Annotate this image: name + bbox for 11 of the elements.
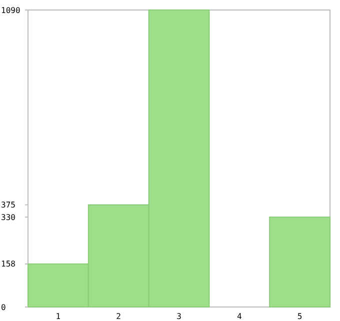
y-tick-label: 1090: [1, 6, 20, 15]
x-tick-label: 5: [297, 312, 302, 321]
bar: [269, 216, 330, 308]
x-tick-label: 2: [116, 312, 122, 321]
y-tick-label: 375: [1, 200, 16, 210]
x-tick-label: 3: [176, 312, 182, 321]
x-tick-label: 4: [236, 312, 242, 321]
y-tick-label: 0: [1, 302, 6, 312]
x-tick-label: 1: [56, 312, 61, 321]
y-tick-label: 158: [1, 260, 16, 269]
y-tick-label: 330: [1, 212, 16, 222]
